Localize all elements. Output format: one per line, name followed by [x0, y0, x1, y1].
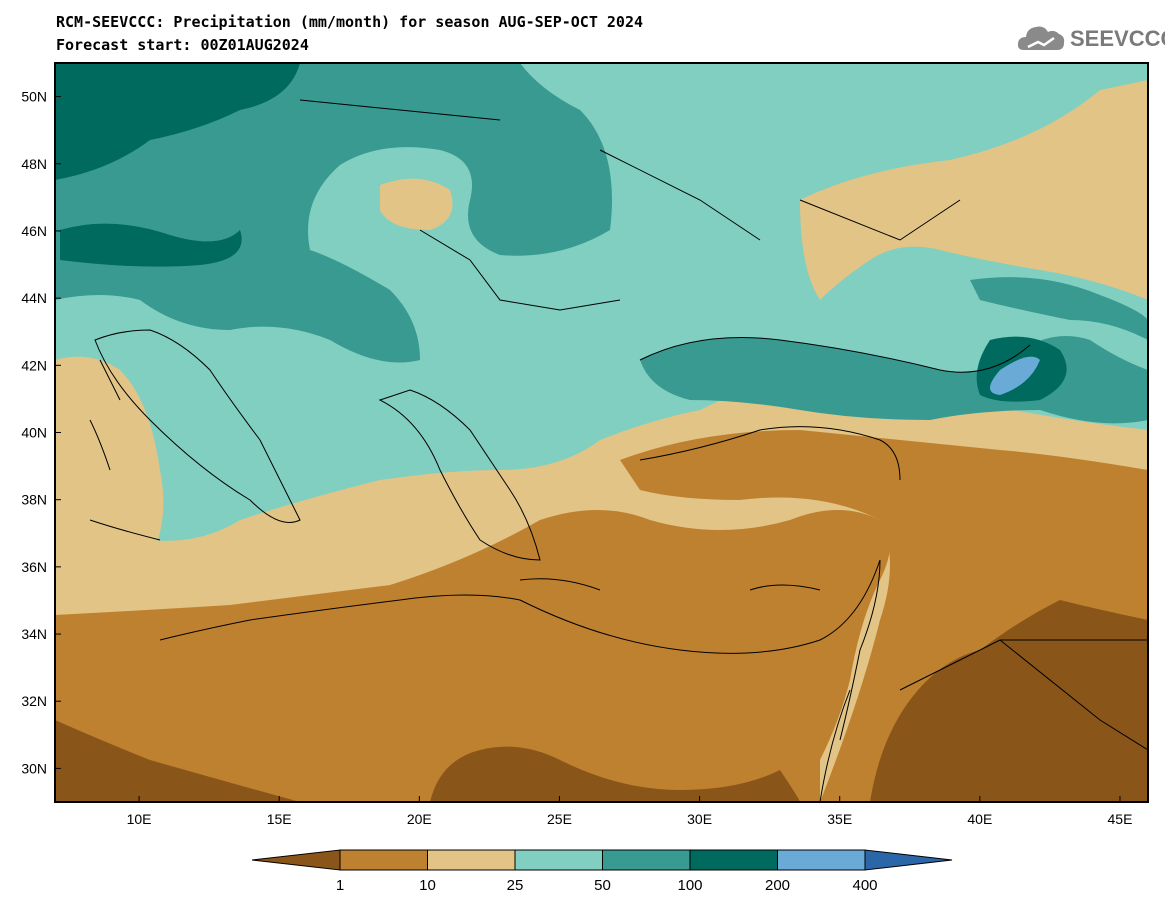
moderate-northeast-region: [800, 80, 1148, 300]
lon-tick-label: 40E: [967, 811, 992, 827]
map-title: RCM-SEEVCCC: Precipitation (mm/month) fo…: [56, 13, 643, 31]
moderate-hungary-patch: [380, 178, 453, 230]
lon-tick-label: 10E: [127, 811, 152, 827]
colorbar-label: 400: [852, 877, 877, 894]
extreme-alps-band-2: [60, 223, 242, 267]
lat-tick-label: 50N: [21, 89, 47, 105]
lat-tick-label: 46N: [21, 223, 47, 239]
colorbar-label: 100: [677, 877, 702, 894]
lat-tick-label: 44N: [21, 290, 47, 306]
latitude-axis: 50N 48N 46N 44N 42N 40N 38N 36N 34N 32N 30N: [21, 89, 61, 776]
colorbar-low-arrow: [251, 849, 341, 871]
very-dry-libya-west: [55, 720, 300, 802]
lon-tick-label: 45E: [1108, 811, 1133, 827]
colorbar-swatch: [427, 849, 516, 871]
lon-tick-label: 20E: [407, 811, 432, 827]
lat-tick-label: 36N: [21, 559, 47, 575]
dry-region-south: [55, 510, 890, 802]
lon-tick-label: 25E: [547, 811, 572, 827]
colorbar-swatch: [514, 849, 603, 871]
lat-tick-label: 32N: [21, 693, 47, 709]
cloud-icon: [1017, 26, 1065, 50]
very-dry-egypt: [430, 746, 800, 802]
heavy-georgia: [990, 356, 1040, 395]
colorbar-swatch: [689, 849, 778, 871]
lat-tick-label: 40N: [21, 425, 47, 441]
logo-text: SEEVCCC: [1070, 26, 1165, 51]
colorbar-label: 1: [336, 877, 344, 894]
lat-tick-label: 38N: [21, 492, 47, 508]
lat-tick-label: 48N: [21, 156, 47, 172]
longitude-axis: 10E 15E 20E 25E 30E 35E 40E 45E: [127, 796, 1133, 827]
coastlines: [89, 99, 1148, 802]
colorbar-swatch: [777, 849, 866, 871]
lon-tick-label: 35E: [827, 811, 852, 827]
precipitation-field: [55, 63, 1148, 802]
lon-tick-label: 15E: [267, 811, 292, 827]
extreme-alps-band: [55, 63, 300, 180]
lat-tick-label: 30N: [21, 760, 47, 776]
very-wet-carpathian: [496, 89, 590, 165]
colorbar-label: 200: [765, 877, 790, 894]
colorbar-label: 10: [419, 877, 436, 894]
colorbar-swatch: [339, 849, 428, 871]
colorbar: 1 10 25 50 100 200 400: [251, 849, 953, 894]
very-dry-arabia: [870, 600, 1148, 802]
seevccc-logo: SEEVCCC: [1016, 20, 1165, 56]
very-wet-north-band: [55, 63, 612, 363]
lon-tick-label: 30E: [687, 811, 712, 827]
colorbar-high-arrow: [864, 849, 953, 871]
colorbar-label: 50: [594, 877, 611, 894]
lat-tick-label: 42N: [21, 357, 47, 373]
colorbar-swatch: [602, 849, 691, 871]
very-wet-caucasus: [970, 277, 1148, 340]
lat-tick-label: 34N: [21, 626, 47, 642]
forecast-start-label: Forecast start: 00Z01AUG2024: [56, 36, 309, 54]
colorbar-label: 25: [507, 877, 524, 894]
